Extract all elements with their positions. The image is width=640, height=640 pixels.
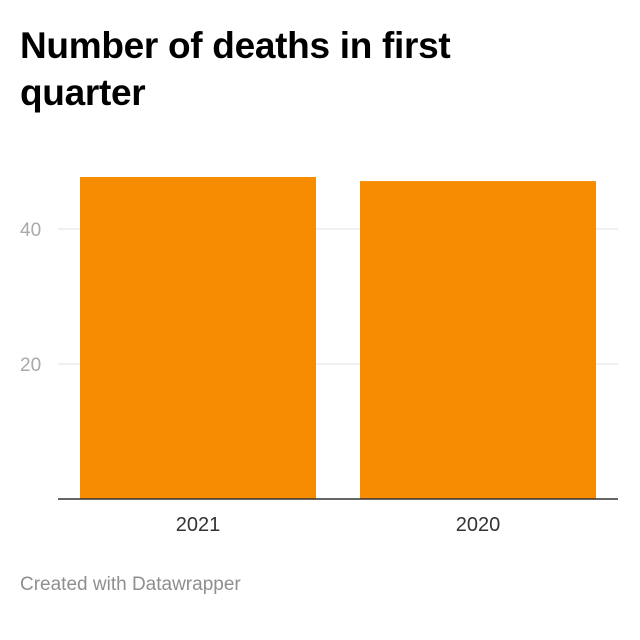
x-category-label: 2021: [176, 514, 221, 536]
credit-footer: Created with Datawrapper: [20, 574, 241, 595]
y-tick-label: 40: [20, 220, 41, 241]
x-category-label: 2020: [456, 514, 501, 536]
axes: 2021 2020: [58, 498, 618, 536]
y-tick-label: 20: [20, 355, 41, 376]
chart-title: Number of deaths in first quarter: [20, 25, 451, 113]
bar-2021: [80, 177, 316, 499]
bar-2020: [360, 181, 596, 499]
bars: [80, 177, 596, 499]
